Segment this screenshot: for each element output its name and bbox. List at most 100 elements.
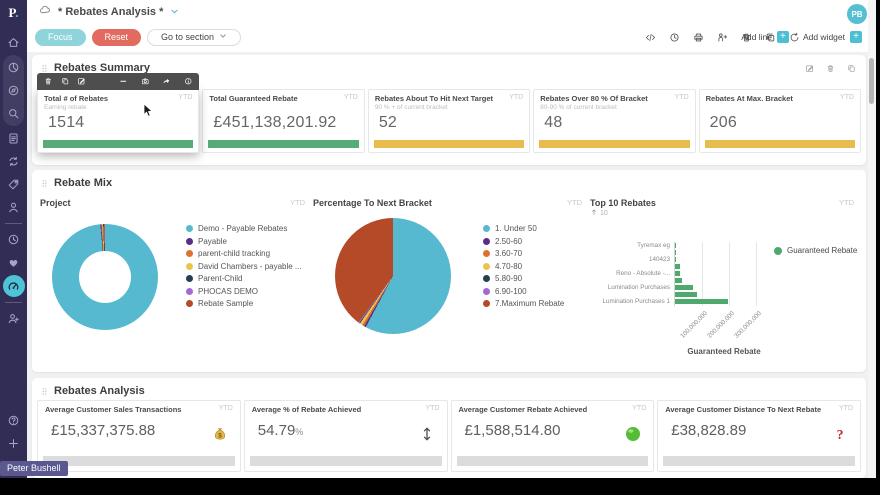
section-header: Rebates Summary bbox=[32, 55, 866, 77]
bar[interactable] bbox=[675, 257, 676, 262]
bar[interactable] bbox=[675, 243, 676, 248]
code-icon[interactable] bbox=[645, 32, 656, 43]
scrollbar-thumb[interactable] bbox=[869, 58, 874, 104]
legend-dot bbox=[483, 300, 490, 307]
reset-button[interactable]: Reset bbox=[91, 28, 142, 46]
bar[interactable] bbox=[675, 264, 681, 269]
sidebar-item-history[interactable] bbox=[3, 229, 24, 250]
legend-item[interactable]: Demo - Payable Rebates bbox=[186, 224, 302, 233]
kpi-gray-bar bbox=[456, 456, 649, 466]
sidebar-item-sync[interactable] bbox=[3, 151, 24, 172]
sidebar-item-explore[interactable] bbox=[3, 57, 24, 78]
legend-item[interactable]: 3.60-70 bbox=[483, 249, 564, 258]
legend-item[interactable]: 7.Maximum Rebate bbox=[483, 299, 564, 308]
bar[interactable] bbox=[675, 278, 683, 283]
app-logo[interactable]: P. bbox=[8, 5, 19, 20]
bar-category-label bbox=[588, 277, 670, 284]
svg-text:$: $ bbox=[218, 433, 222, 440]
legend-item[interactable]: 4.70-80 bbox=[483, 262, 564, 271]
copy-icon[interactable] bbox=[765, 32, 776, 43]
goto-section-button[interactable]: Go to section bbox=[147, 28, 242, 46]
drag-handle-icon[interactable] bbox=[40, 179, 49, 188]
sidebar-item-add-new[interactable] bbox=[3, 433, 24, 454]
widget-minus-icon[interactable] bbox=[119, 77, 128, 86]
sidebar-item-customers[interactable] bbox=[3, 197, 24, 218]
legend-item[interactable]: 5.80-90 bbox=[483, 274, 564, 283]
tag-icon bbox=[7, 178, 20, 191]
bar[interactable] bbox=[675, 271, 681, 276]
kpi-value: 48 bbox=[544, 114, 563, 131]
sidebar-item-help[interactable] bbox=[3, 410, 24, 431]
bar[interactable] bbox=[675, 299, 728, 304]
kpi-card[interactable]: Average Customer Rebate Achieved YTD £1,… bbox=[450, 400, 655, 472]
gridline bbox=[756, 242, 757, 306]
legend-dot bbox=[186, 250, 193, 257]
percentage-bracket-pie-chart[interactable] bbox=[335, 218, 451, 334]
widget-copy-icon[interactable] bbox=[61, 77, 70, 86]
project-donut-chart[interactable] bbox=[52, 224, 158, 330]
sidebar-item-analytics[interactable] bbox=[3, 80, 24, 101]
sidebar-item-tags[interactable] bbox=[3, 174, 24, 195]
widget-info-icon[interactable] bbox=[184, 77, 193, 86]
legend-item[interactable]: 6.90-100 bbox=[483, 287, 564, 296]
section-trash-icon[interactable] bbox=[826, 64, 835, 73]
user-avatar[interactable]: PB bbox=[847, 4, 867, 24]
legend-item[interactable]: parent-child tracking bbox=[186, 249, 302, 258]
kpi-card[interactable]: Rebates About To Hit Next Target YTD 90 … bbox=[367, 89, 531, 153]
sidebar-item-dashboards[interactable] bbox=[2, 275, 25, 297]
drag-handle-icon[interactable] bbox=[40, 64, 49, 73]
legend-item[interactable]: PHOCAS DEMO bbox=[186, 287, 302, 296]
kpi-gray-bar bbox=[249, 456, 442, 466]
bar[interactable] bbox=[675, 285, 694, 290]
kpi-title: Rebates Over 80 % Of Bracket bbox=[540, 94, 648, 103]
kpi-color-bar bbox=[373, 140, 525, 148]
presenter-icon[interactable] bbox=[717, 32, 728, 43]
bar-legend[interactable]: Guaranteed Rebate bbox=[774, 246, 857, 255]
bar-category-label: Tyremax eg bbox=[637, 242, 670, 249]
kpi-card[interactable]: Total # of Rebates YTD Earning rebate 15… bbox=[37, 73, 200, 153]
heart-icon bbox=[7, 256, 20, 269]
printer-icon[interactable] bbox=[693, 32, 704, 43]
add-line-button[interactable]: + bbox=[776, 31, 789, 43]
widget-share-icon[interactable] bbox=[162, 77, 171, 86]
kpi-card[interactable]: Total Guaranteed Rebate YTD £451,138,201… bbox=[202, 89, 365, 153]
drag-handle-icon[interactable] bbox=[40, 387, 49, 396]
kpi-card[interactable]: Average Customer Distance To Next Rebate… bbox=[657, 400, 861, 472]
sidebar-item-home[interactable] bbox=[3, 32, 24, 53]
sidebar-item-reports[interactable] bbox=[3, 128, 24, 149]
kpi-value: 1514 bbox=[48, 114, 85, 131]
legend-label: 6.90-100 bbox=[495, 286, 527, 296]
bar[interactable] bbox=[675, 292, 698, 297]
widget-edit-icon[interactable] bbox=[77, 77, 86, 86]
clock-icon[interactable] bbox=[669, 32, 680, 43]
legend-item[interactable]: David Chambers - payable ... bbox=[186, 262, 302, 271]
sidebar-item-favorites[interactable] bbox=[3, 252, 24, 273]
refresh-icon[interactable] bbox=[789, 32, 800, 43]
kpi-card[interactable]: Average Customer Sales Transactions YTD … bbox=[37, 400, 241, 472]
focus-button[interactable]: Focus bbox=[35, 28, 86, 46]
legend-item[interactable]: Parent-Child bbox=[186, 274, 302, 283]
legend-item[interactable]: Payable bbox=[186, 237, 302, 246]
section-edit-icon[interactable] bbox=[805, 64, 814, 73]
legend-dot bbox=[186, 287, 193, 295]
legend-item[interactable]: 1. Under 50 bbox=[483, 224, 564, 233]
kpi-color-bar bbox=[704, 140, 856, 148]
legend-item[interactable]: Rebate Sample bbox=[186, 299, 302, 308]
widget-trash-icon[interactable] bbox=[44, 77, 53, 86]
kpi-period: YTD bbox=[178, 94, 193, 101]
top10-bar-chart[interactable]: Tyremax eg 140423 Reno - Absolute -... Lumi… bbox=[588, 220, 860, 370]
bar[interactable] bbox=[675, 250, 676, 255]
widget-camera-icon[interactable] bbox=[141, 77, 150, 86]
kpi-card[interactable]: Average % of Rebate Achieved YTD 54.79% bbox=[243, 400, 448, 472]
kpi-card[interactable]: Rebates At Max. Bracket YTD 206 bbox=[698, 89, 862, 153]
legend-item[interactable]: 2.50-60 bbox=[483, 237, 564, 246]
kpi-title: Average Customer Sales Transactions bbox=[45, 405, 182, 414]
trash-icon[interactable] bbox=[741, 32, 752, 43]
section-copy-icon[interactable] bbox=[847, 64, 856, 73]
sidebar-item-search[interactable] bbox=[3, 103, 24, 124]
kpi-period: YTD bbox=[218, 405, 233, 412]
add-widget-button[interactable]: + bbox=[850, 31, 862, 43]
kpi-card[interactable]: Rebates Over 80 % Of Bracket YTD 80-90 %… bbox=[533, 89, 696, 153]
title-dropdown-chevron-icon[interactable] bbox=[170, 3, 179, 21]
sidebar-item-user-management[interactable] bbox=[3, 308, 24, 329]
